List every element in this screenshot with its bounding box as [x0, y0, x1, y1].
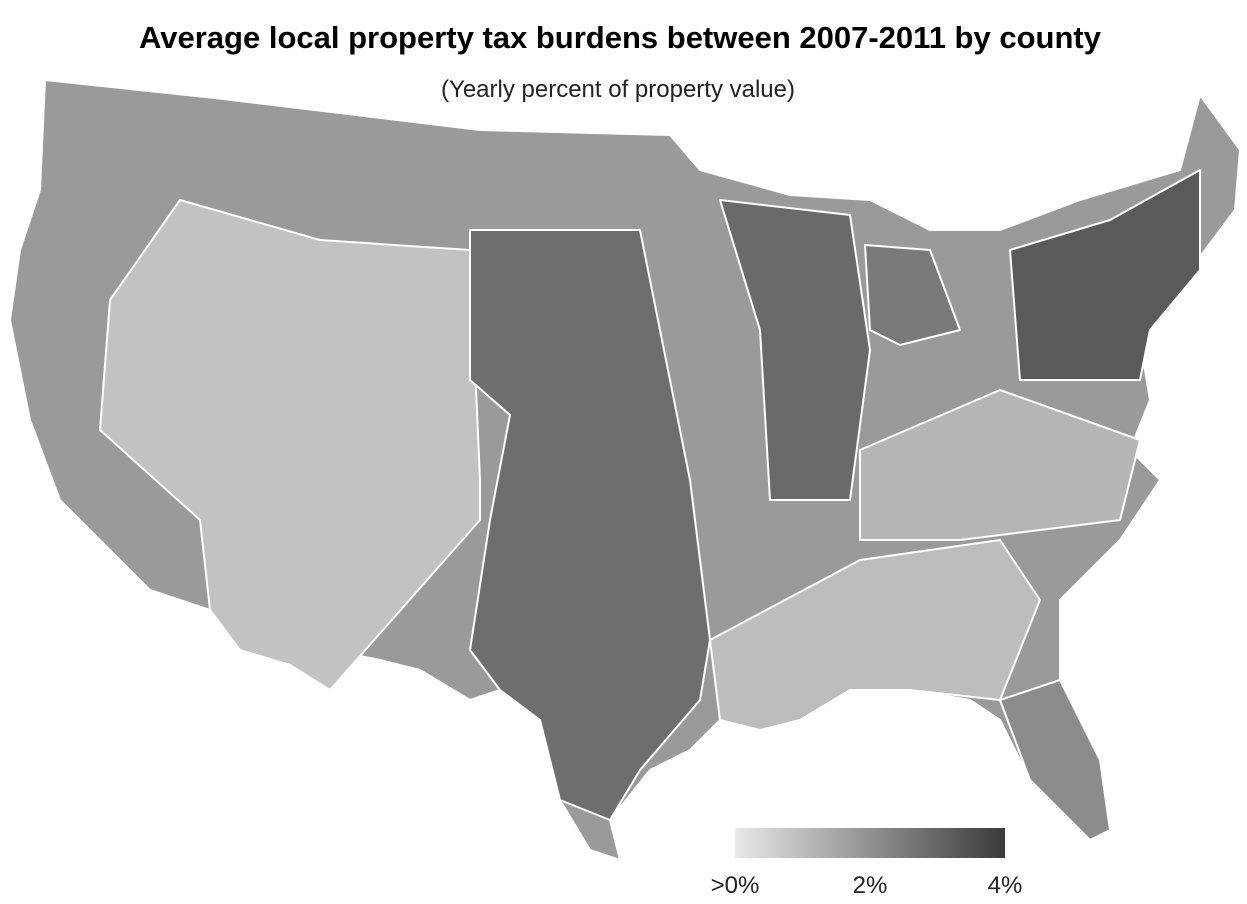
legend-tick-label: >0%	[711, 872, 760, 899]
map-title: Average local property tax burdens betwe…	[139, 20, 1102, 55]
northeast-region	[1009, 169, 1201, 381]
plains-region	[469, 229, 711, 821]
florida-region	[999, 679, 1111, 841]
south-region	[709, 539, 1041, 731]
legend-tick-label: 2%	[853, 872, 888, 899]
map	[9, 79, 1241, 861]
midwest-region	[719, 199, 871, 501]
map-subtitle: (Yearly percent of property value)	[441, 76, 795, 103]
michigan-region	[864, 244, 961, 346]
legend-tick-label: 4%	[988, 872, 1023, 899]
legend-gradient	[735, 828, 1005, 858]
appalachia-region	[859, 389, 1141, 541]
